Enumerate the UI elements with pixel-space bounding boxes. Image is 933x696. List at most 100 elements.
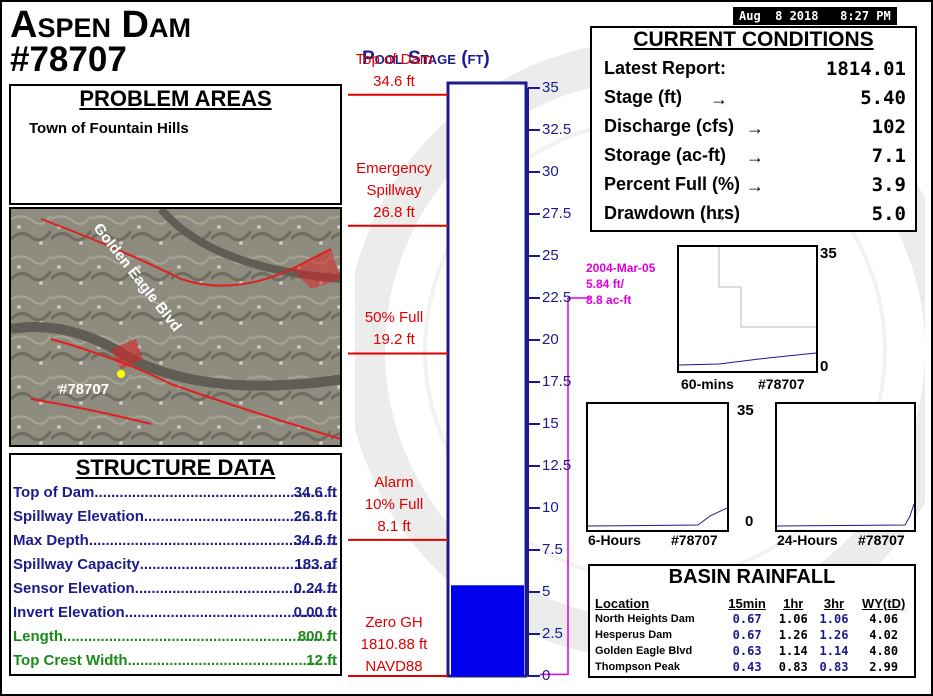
structure-row: 12 ft Top Crest Width....................…	[13, 652, 337, 669]
structure-row: 34.6 ft Max Depth........................…	[13, 532, 337, 549]
structure-row-leader: ........................................…	[124, 604, 337, 621]
stage-marker-text: Emergency	[356, 159, 432, 177]
historic-max-label: 2004-Mar-05 5.84 ft/8.8 ac-ft	[586, 260, 655, 308]
stage-marker-text: 8.1 ft	[377, 517, 411, 535]
structure-row-label: Length	[13, 628, 63, 645]
condition-value: 7.1	[871, 145, 906, 167]
structure-row-value: 183 af	[292, 556, 337, 573]
rainfall-wy: 2.99	[869, 660, 899, 674]
rainfall-wy: 4.06	[869, 612, 899, 626]
col-15min: 15min	[728, 595, 766, 611]
stage-tick-label: 35	[542, 79, 559, 96]
stage-marker-text: NAVD88	[365, 658, 423, 675]
structure-row-label: Invert Elevation	[13, 604, 125, 621]
chart-6h-period: 6-Hours	[588, 532, 641, 548]
problem-areas-panel: PROBLEM AREAS Town of Fountain Hills	[9, 84, 342, 205]
structure-row-value: 0.24 ft	[291, 580, 337, 597]
rainfall-location: North Heights Dam	[595, 613, 695, 625]
rainfall-m15: 0.43	[732, 660, 762, 674]
stage-tick-label: 25	[542, 247, 559, 264]
structure-row-leader: ........................................…	[143, 508, 337, 525]
rainfall-location: Hesperus Dam	[595, 629, 673, 641]
chart-60-ymin: 0	[820, 358, 829, 375]
structure-row-value: 800 ft	[295, 628, 337, 645]
current-conditions-title: CURRENT CONDITIONS	[633, 28, 874, 51]
condition-value: 5.40	[860, 87, 906, 109]
historic-storage: 8.8 ac-ft	[586, 293, 632, 307]
structure-row-leader: ........................................…	[63, 628, 330, 645]
arrow-right-icon: →	[710, 205, 728, 225]
col-3hr: 3hr	[823, 595, 845, 611]
condition-value: 1814.01	[825, 58, 906, 80]
structure-row-value: 0.00 ft	[291, 604, 337, 621]
arrow-right-icon: →	[746, 176, 764, 196]
rainfall-h3: 1.14	[819, 644, 849, 658]
chart-6-hours-plot	[587, 507, 728, 527]
structure-row: 34.6 ft Top of Dam.......................…	[13, 484, 337, 501]
stage-level-fill	[451, 585, 524, 676]
rainfall-location: Golden Eagle Blvd	[595, 645, 693, 657]
basin-rainfall-table: Location 15min 1hr 3hr WY(tD) North Heig…	[593, 595, 913, 675]
stage-marker-text: 10% Full	[364, 495, 424, 513]
rainfall-h1: 0.83	[778, 660, 808, 674]
structure-row: 0.00 ft Invert Elevation.................…	[13, 604, 337, 621]
structure-row-value: 34.6 ft	[291, 484, 337, 501]
rainfall-h3: 0.83	[819, 660, 849, 674]
stage-marker-text: Top of Dam	[355, 50, 433, 68]
structure-row-leader: ........................................…	[127, 652, 337, 669]
structure-row-label: Spillway Elevation	[13, 508, 144, 525]
stage-tube	[446, 81, 528, 678]
chart-60-mins-plot	[678, 247, 817, 366]
basin-rainfall-title: BASIN RAINFALL	[668, 566, 836, 588]
stage-tick-label: 2.5	[542, 625, 563, 642]
condition-label: Storage (ac-ft)	[604, 145, 727, 165]
rainfall-wy: 4.80	[869, 644, 899, 658]
rainfall-row: Thompson Peak 0.43 0.83 0.83 2.99	[593, 659, 913, 675]
stage-marker-label: 50% Full 19.2 ft	[344, 307, 444, 351]
chart-60-mins	[677, 245, 818, 373]
rainfall-wy: 4.02	[869, 628, 899, 642]
stage-marker-text: Alarm	[374, 473, 414, 491]
rainfall-h1: 1.14	[778, 644, 808, 658]
current-conditions-panel: CURRENT CONDITIONS	[590, 26, 917, 232]
stage-marker-text: 26.8 ft	[373, 203, 415, 221]
aerial-map-image	[11, 209, 340, 445]
stage-tick-label: 17.5	[542, 373, 572, 390]
chart-6-hours	[586, 402, 729, 532]
stage-marker-text: Zero GH	[365, 614, 423, 631]
report-datetime: Aug 8 2018 8:27 PM	[733, 7, 897, 25]
chart-60-ymax: 35	[820, 245, 837, 262]
dam-name-title: Aspen Dam	[10, 4, 191, 46]
chart-24-hours	[775, 402, 916, 532]
stage-marker-text: Spillway	[366, 181, 422, 199]
historic-date: 2004-Mar-05	[586, 261, 656, 275]
rainfall-h3: 1.26	[819, 628, 849, 642]
structure-row: 183 af Spillway Capacity.................…	[13, 556, 337, 573]
stage-tick-label: 0	[542, 667, 551, 684]
rainfall-row: Hesperus Dam 0.67 1.26 1.26 4.02	[593, 627, 913, 643]
stage-marker-label: Zero GH 1810.88 ft NAVD88	[344, 612, 444, 678]
chart-60-id: #78707	[758, 376, 805, 392]
rainfall-m15: 0.67	[732, 628, 762, 642]
structure-row-value: 34.6 ft	[291, 532, 337, 549]
rainfall-row: North Heights Dam 0.67 1.06 1.06 4.06	[593, 611, 913, 627]
dam-id-title: #78707	[10, 40, 127, 79]
stage-tick-label: 22.5	[542, 289, 572, 306]
structure-row-leader: ........................................…	[88, 532, 337, 549]
chart-24h-period: 24-Hours	[777, 532, 838, 548]
stage-marker-text: 1810.88 ft	[360, 636, 428, 653]
stage-marker-label: Alarm 10% Full 8.1 ft	[344, 472, 444, 538]
rainfall-h1: 1.06	[778, 612, 808, 626]
structure-row-value: 26.8 ft	[291, 508, 337, 525]
chart-6h-ymax: 35	[737, 402, 754, 419]
condition-value: 3.9	[871, 174, 906, 196]
structure-row-label: Sensor Elevation	[13, 580, 135, 597]
col-1hr: 1hr	[783, 595, 804, 611]
stage-tick-label: 10	[542, 499, 559, 516]
aerial-map: Golden Eagle Blvd #78707	[9, 207, 342, 447]
historic-max-bracket	[540, 297, 590, 676]
condition-label: Drawdown (hrs)	[604, 203, 741, 223]
rainfall-h1: 1.26	[778, 628, 808, 642]
rainfall-m15: 0.63	[732, 644, 762, 658]
